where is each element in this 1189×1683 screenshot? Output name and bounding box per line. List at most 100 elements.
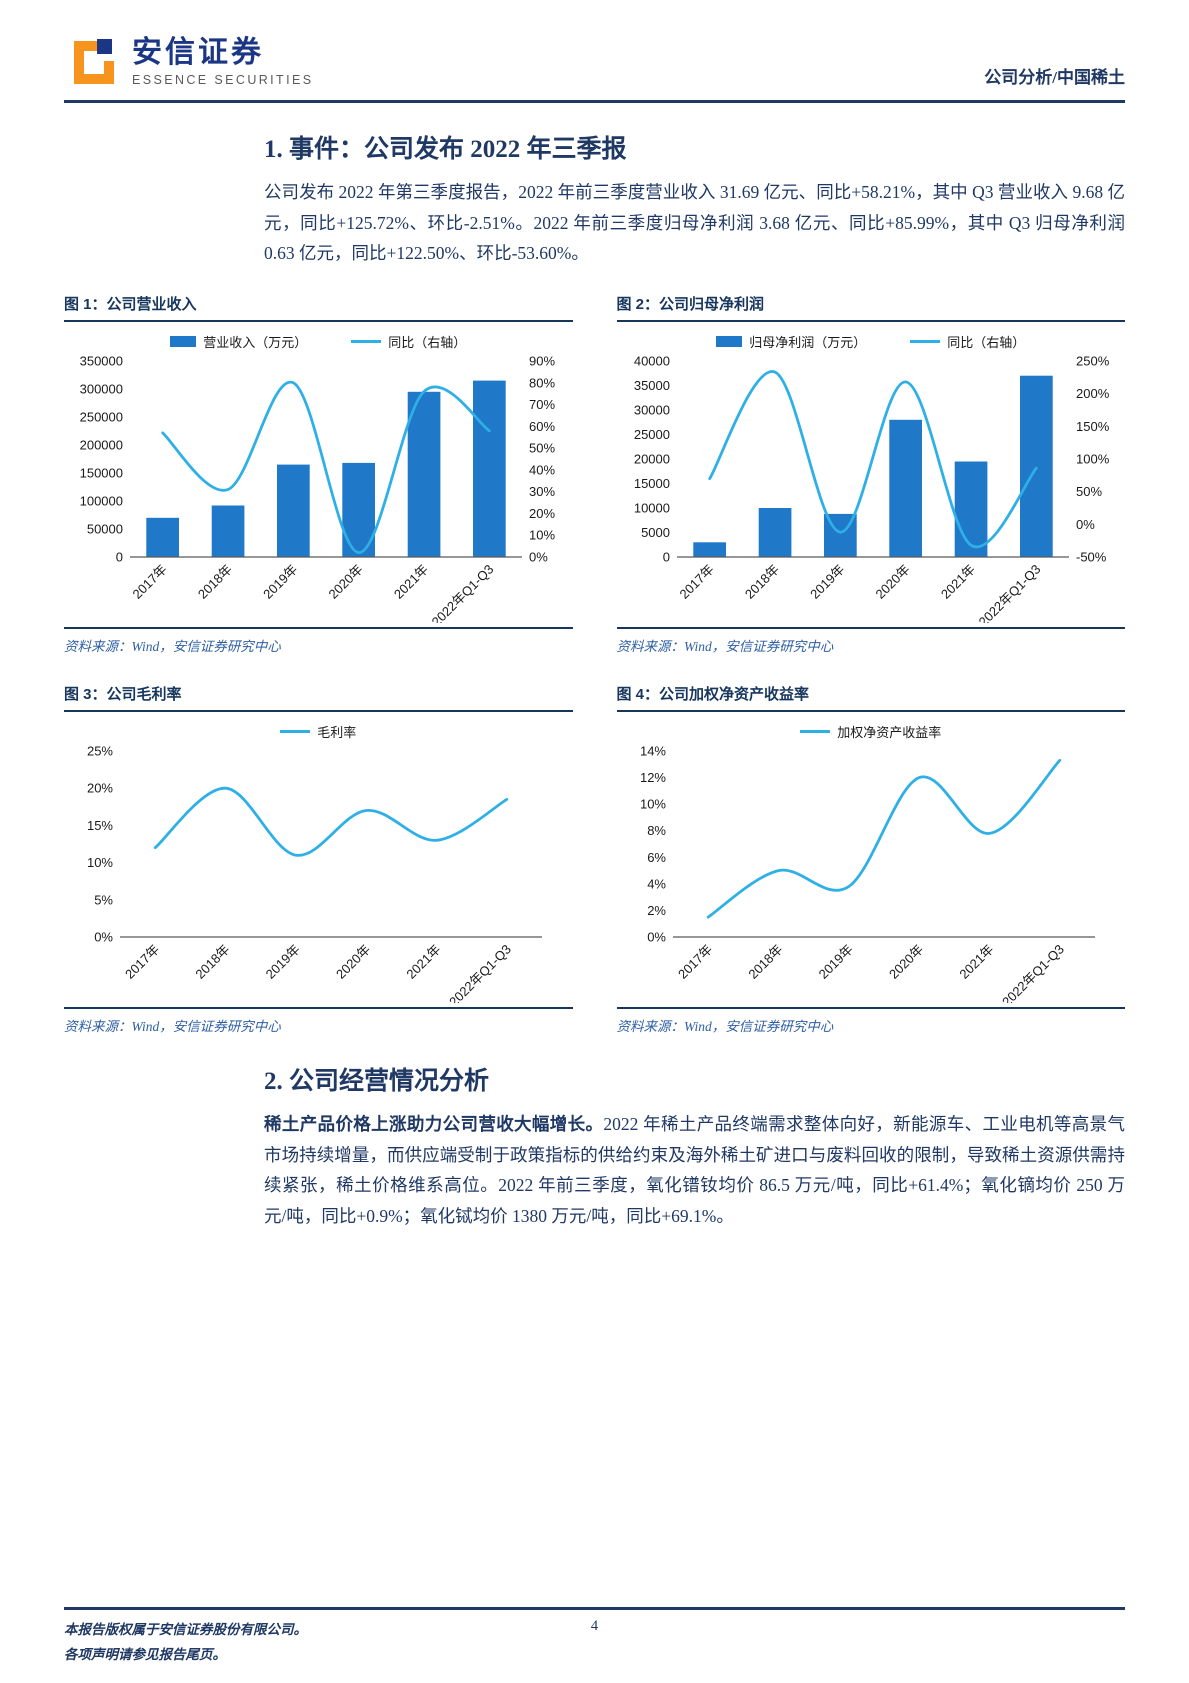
figure-3-legend: 毛利率: [64, 722, 573, 741]
svg-text:25000: 25000: [634, 427, 670, 442]
section2-lead: 稀土产品价格上涨助力公司营收大幅增长。: [264, 1113, 604, 1134]
svg-text:150000: 150000: [80, 465, 123, 480]
legend-label: 营业收入（万元）: [203, 334, 308, 350]
footer-disclaimer: 本报告版权属于安信证券股份有限公司。 各项声明请参见报告尾页。: [64, 1618, 1125, 1667]
svg-text:200000: 200000: [80, 437, 123, 452]
legend-item: 同比（右轴）: [351, 332, 466, 351]
svg-text:2020年: 2020年: [872, 561, 912, 601]
svg-text:70%: 70%: [529, 397, 555, 412]
svg-text:2020年: 2020年: [333, 941, 373, 981]
section2-body: 2022 年稀土产品终端需求整体向好，新能源车、工业电机等高景气市场持续增量，而…: [264, 1113, 1126, 1226]
figure-1-title: 图 1：公司营业收入: [64, 291, 573, 322]
bar-swatch-icon: [170, 335, 197, 347]
figure-4-chart: 0% 2% 4% 6% 8% 10% 12% 14% 2017年 2018年 2019年 2020年 2…: [640, 743, 1095, 1003]
brand-text: 安信证券 ESSENCE SECURITIES: [132, 37, 313, 87]
section2-title: 2. 公司经营情况分析: [264, 1067, 490, 1095]
svg-text:2020年: 2020年: [886, 941, 926, 981]
svg-text:30%: 30%: [529, 484, 555, 499]
figure-3: 图 3：公司毛利率 毛利率 0% 5% 10% 15% 20% 25% 2017年 2018年…: [64, 681, 573, 1035]
svg-text:0%: 0%: [647, 929, 666, 944]
svg-text:50000: 50000: [87, 521, 123, 536]
svg-text:2022年Q1-Q3: 2022年Q1-Q3: [446, 941, 514, 1002]
legend-label: 加权净资产收益率: [837, 724, 942, 740]
legend-item: 归母净利润（万元）: [716, 332, 866, 351]
legend-item: 毛利率: [280, 722, 356, 741]
legend-label: 同比（右轴）: [388, 334, 467, 350]
svg-text:300000: 300000: [80, 381, 123, 396]
svg-text:2018年: 2018年: [195, 561, 235, 601]
svg-text:2018年: 2018年: [193, 941, 233, 981]
svg-text:20%: 20%: [87, 781, 113, 796]
svg-text:2017年: 2017年: [122, 941, 162, 981]
svg-text:2%: 2%: [647, 903, 666, 918]
svg-text:2020年: 2020年: [326, 561, 366, 601]
figure-2-source: 资料来源：Wind，安信证券研究中心: [616, 626, 1125, 655]
svg-text:25%: 25%: [87, 743, 113, 758]
figure-2-legend: 归母净利润（万元） 同比（右轴）: [617, 332, 1126, 351]
svg-text:10000: 10000: [634, 500, 670, 515]
svg-text:2018年: 2018年: [742, 561, 782, 601]
line-swatch-icon: [351, 339, 382, 343]
legend-label: 同比（右轴）: [947, 334, 1026, 350]
figure-1-legend: 营业收入（万元） 同比（右轴）: [64, 332, 573, 351]
svg-text:100%: 100%: [1076, 451, 1110, 466]
section1: 1. 事件：公司发布 2022 年三季报 公司发布 2022 年第三季度报告，2…: [264, 129, 1125, 269]
bar-swatch-icon: [716, 335, 743, 347]
page-number: 4: [590, 1618, 599, 1635]
svg-text:6%: 6%: [647, 850, 666, 865]
footer-line1: 本报告版权属于安信证券股份有限公司。: [64, 1622, 307, 1638]
svg-text:200%: 200%: [1076, 386, 1110, 401]
svg-text:2021年: 2021年: [938, 561, 978, 601]
legend-item: 加权净资产收益率: [800, 722, 941, 741]
section1-title: 1. 事件：公司发布 2022 年三季报: [264, 136, 627, 163]
figure-3-chart: 0% 5% 10% 15% 20% 25% 2017年 2018年 2019年 2020年 2021…: [87, 743, 543, 1003]
svg-text:80%: 80%: [529, 375, 555, 390]
report-page: 安信证券 ESSENCE SECURITIES 公司分析/中国稀土 1. 事件：…: [64, 34, 1126, 1232]
legend-label: 毛利率: [317, 724, 357, 740]
figure-3-title: 图 3：公司毛利率: [64, 681, 573, 712]
svg-text:35000: 35000: [634, 378, 670, 393]
line-swatch-icon: [910, 339, 941, 343]
svg-text:20000: 20000: [634, 451, 670, 466]
footer-line2: 各项声明请参见报告尾页。: [64, 1646, 226, 1662]
svg-text:12%: 12%: [640, 770, 666, 785]
brand-name-en: ESSENCE SECURITIES: [132, 72, 314, 87]
svg-text:10%: 10%: [87, 855, 113, 870]
svg-text:8%: 8%: [647, 823, 666, 838]
svg-text:2022年Q1-Q3: 2022年Q1-Q3: [429, 561, 497, 622]
legend-label: 归母净利润（万元）: [749, 334, 867, 350]
svg-text:2019年: 2019年: [807, 561, 847, 601]
svg-text:350000: 350000: [80, 353, 123, 368]
legend-item: 营业收入（万元）: [170, 332, 307, 351]
svg-text:0: 0: [116, 549, 123, 564]
brand-block: 安信证券 ESSENCE SECURITIES: [64, 34, 313, 90]
svg-text:2019年: 2019年: [815, 941, 855, 981]
svg-text:0%: 0%: [1076, 517, 1095, 532]
figure-2-title: 图 2：公司归母净利润: [616, 291, 1125, 322]
svg-text:40%: 40%: [529, 462, 555, 477]
section2: 2. 公司经营情况分析 稀土产品价格上涨助力公司营收大幅增长。2022 年稀土产…: [264, 1061, 1125, 1232]
svg-text:2019年: 2019年: [263, 941, 303, 981]
line-swatch-icon: [280, 729, 311, 733]
svg-text:100000: 100000: [80, 493, 123, 508]
figure-4-source: 资料来源：Wind，安信证券研究中心: [616, 1006, 1125, 1035]
figure-1-source: 资料来源：Wind，安信证券研究中心: [64, 626, 573, 655]
svg-text:0%: 0%: [94, 929, 113, 944]
svg-text:250000: 250000: [80, 409, 123, 424]
svg-text:-50%: -50%: [1076, 549, 1107, 564]
svg-text:2021年: 2021年: [404, 941, 444, 981]
svg-text:4%: 4%: [647, 876, 666, 891]
figure-4-legend: 加权净资产收益率: [617, 722, 1126, 741]
svg-text:15%: 15%: [87, 818, 113, 833]
svg-text:10%: 10%: [529, 528, 555, 543]
svg-text:2018年: 2018年: [745, 941, 785, 981]
svg-text:60%: 60%: [529, 419, 555, 434]
svg-text:2017年: 2017年: [675, 941, 715, 981]
svg-text:30000: 30000: [634, 402, 670, 417]
svg-text:250%: 250%: [1076, 353, 1110, 368]
report-header: 安信证券 ESSENCE SECURITIES 公司分析/中国稀土: [64, 34, 1125, 103]
essence-logo-icon: [74, 39, 114, 84]
legend-item: 同比（右轴）: [910, 332, 1025, 351]
svg-text:10%: 10%: [640, 797, 666, 812]
svg-text:2021年: 2021年: [956, 941, 996, 981]
